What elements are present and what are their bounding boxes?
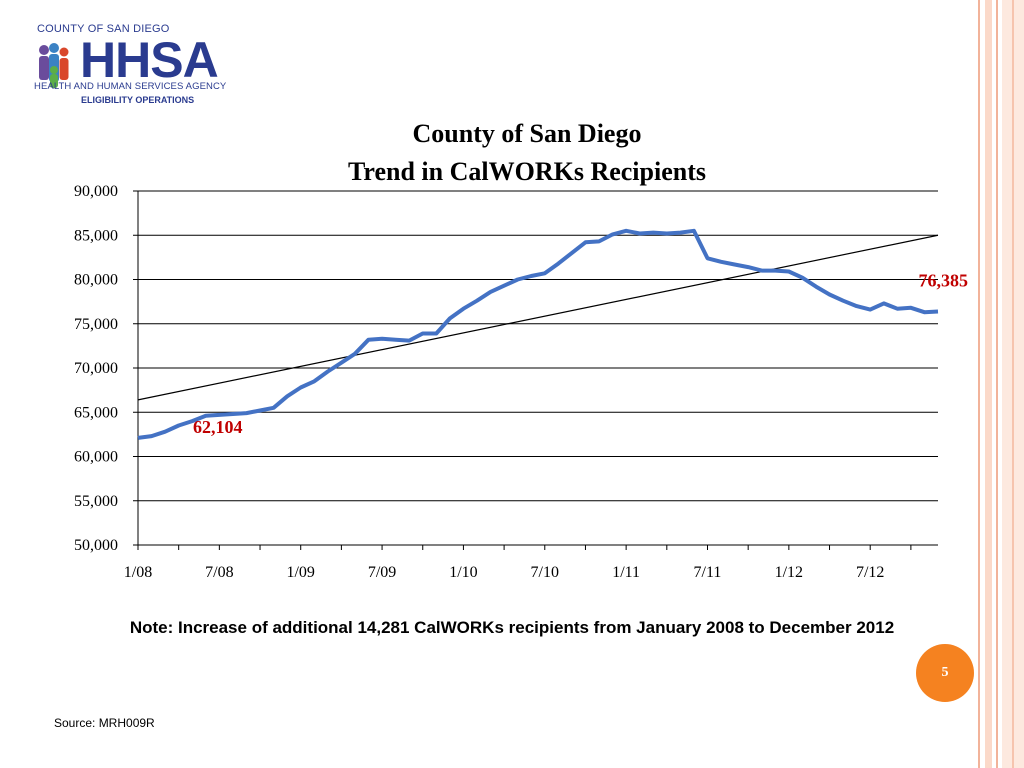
x-tick-label: 1/09 <box>286 564 314 581</box>
x-tick-label: 1/08 <box>124 564 152 581</box>
x-tick-label: 7/08 <box>205 564 233 581</box>
y-tick-label: 75,000 <box>74 316 118 333</box>
series-line-calworks <box>137 228 939 440</box>
chart-note: Note: Increase of additional 14,281 CalW… <box>129 618 895 637</box>
decor-stripe <box>996 0 998 768</box>
y-tick-label: 55,000 <box>74 493 118 510</box>
chart-title-line-2: Trend in CalWORKs Recipients <box>348 157 706 186</box>
x-tick-label: 1/10 <box>449 564 477 581</box>
y-tick-label: 65,000 <box>74 404 118 421</box>
x-tick-label: 1/12 <box>775 564 803 581</box>
x-tick-label: 1/11 <box>612 564 640 581</box>
people-figures-icon <box>39 43 69 88</box>
trend-line <box>137 234 939 401</box>
source-citation: Source: MRH009R <box>54 716 155 730</box>
y-tick-label: 85,000 <box>74 227 118 244</box>
logo-agency-text: HEALTH AND HUMAN SERVICES AGENCY <box>34 81 227 92</box>
logo-hhsa-text: HHSA <box>80 32 219 88</box>
decor-stripe <box>985 0 992 768</box>
x-tick-label: 7/10 <box>531 564 559 581</box>
decor-stripe <box>978 0 980 768</box>
x-tick-label: 7/11 <box>694 564 722 581</box>
chart-title-line-1: County of San Diego <box>413 119 642 148</box>
x-tick-label: 7/12 <box>856 564 884 581</box>
y-tick-label: 70,000 <box>74 360 118 377</box>
x-tick-label: 7/09 <box>368 564 396 581</box>
logo-division-text: ELIGIBILITY OPERATIONS <box>81 95 195 105</box>
logo-county-text: COUNTY OF SAN DIEGO <box>37 23 170 35</box>
hhsa-logo: COUNTY OF SAN DIEGO HHSA HEALTH AND HUMA… <box>34 20 254 108</box>
decor-stripe <box>1012 0 1014 768</box>
data-label-start: 62,104 <box>193 417 243 437</box>
data-label-end: 76,385 <box>919 270 969 290</box>
page-number-badge: 5 <box>916 644 974 702</box>
y-tick-label: 60,000 <box>74 449 118 466</box>
y-tick-label: 80,000 <box>74 272 118 289</box>
y-tick-label: 90,000 <box>74 183 118 200</box>
y-tick-label: 50,000 <box>74 537 118 554</box>
